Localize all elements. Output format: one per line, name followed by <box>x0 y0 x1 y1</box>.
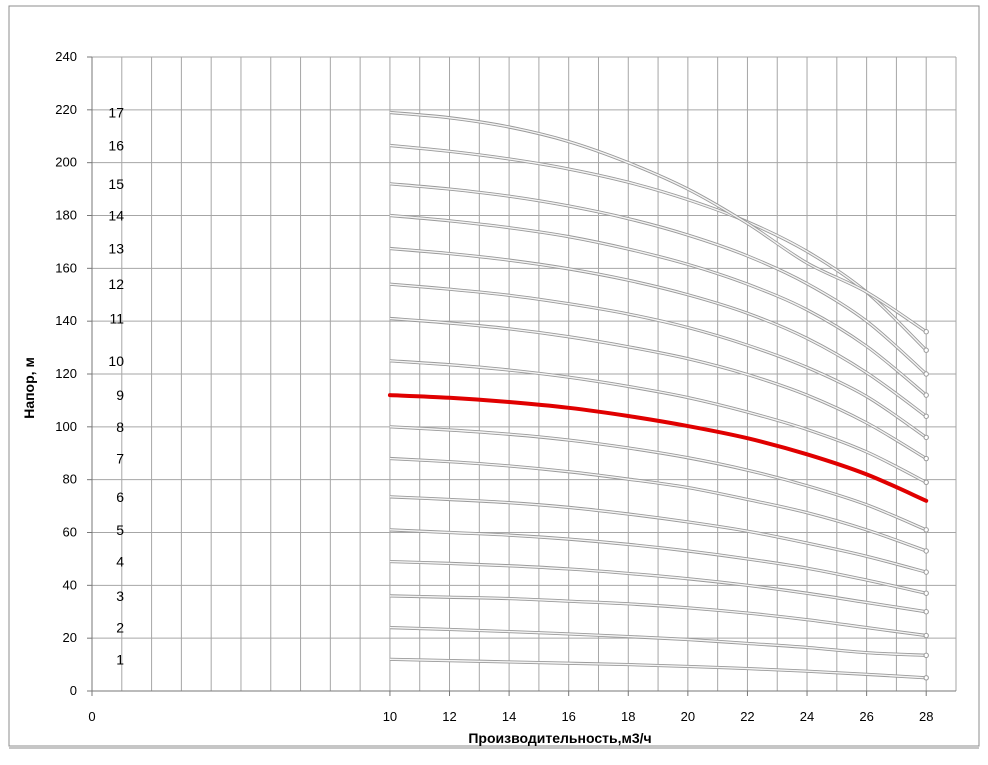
series-end-point-8 <box>923 527 929 533</box>
series-label-10: 10 <box>108 353 124 369</box>
series-label-2: 2 <box>116 620 124 636</box>
x-tick-label: 26 <box>859 709 873 724</box>
series-end-point-6 <box>923 569 929 575</box>
chart-border <box>8 5 980 747</box>
series-line-9 <box>387 393 929 503</box>
y-tick-label: 200 <box>55 155 77 170</box>
series-label-14: 14 <box>108 208 124 224</box>
y-tick-label: 60 <box>63 525 77 540</box>
series-label-4: 4 <box>116 554 124 570</box>
y-tick-label: 140 <box>55 313 77 328</box>
y-tick-label: 180 <box>55 208 77 223</box>
series-line-inner-5 <box>389 529 927 594</box>
series-line-inner-4 <box>389 560 927 613</box>
series-line-inner-12 <box>389 283 927 438</box>
series-label-9: 9 <box>116 387 124 403</box>
x-axis-label: Производительность,м3/ч <box>468 730 651 746</box>
series-end-point-3 <box>923 632 929 639</box>
series-label-13: 13 <box>108 241 124 257</box>
x-tick-label: 12 <box>442 709 456 724</box>
curves <box>387 110 929 681</box>
series-label-8: 8 <box>116 419 124 435</box>
y-tick-label: 40 <box>63 577 77 592</box>
y-tick-label: 240 <box>55 49 77 64</box>
x-tick-label: 24 <box>800 709 814 724</box>
series-label-15: 15 <box>108 176 124 192</box>
y-tick-label: 80 <box>63 472 77 487</box>
series-line-inner-14 <box>389 214 927 396</box>
y-tick-label: 20 <box>63 630 77 645</box>
series-end-point-15 <box>923 371 929 377</box>
series-end-point-14 <box>923 392 929 398</box>
series-label-11: 11 <box>109 311 124 327</box>
y-tick-label: 0 <box>70 683 77 698</box>
series-end-point-7 <box>923 548 929 554</box>
series-end-point-2 <box>923 652 929 659</box>
series-label-12: 12 <box>108 276 124 292</box>
x-tick-label: 28 <box>919 709 933 724</box>
series-line-inner-8 <box>389 426 927 531</box>
series-line-inner-3 <box>389 595 927 637</box>
series-line-inner-11 <box>389 317 927 460</box>
x-tick-label: 0 <box>88 709 95 724</box>
x-tick-label: 16 <box>561 709 575 724</box>
series-line-inner-7 <box>389 457 927 552</box>
series-label-17: 17 <box>108 104 124 120</box>
series-label-3: 3 <box>116 588 124 604</box>
x-tick-label: 20 <box>681 709 695 724</box>
series-line-inner-15 <box>389 183 927 375</box>
series-line-inner-13 <box>389 247 927 417</box>
series-line-inner-10 <box>389 360 927 483</box>
series-end-point-11 <box>923 455 929 462</box>
series-end-point-17 <box>923 329 929 335</box>
series-line-inner-16 <box>389 144 927 351</box>
series-line-inner-2 <box>389 626 927 657</box>
y-tick-label: 120 <box>55 366 77 381</box>
y-tick-label: 100 <box>55 419 77 434</box>
y-tick-label: 220 <box>55 102 77 117</box>
series-label-1: 1 <box>116 651 124 667</box>
series-label-16: 16 <box>108 137 124 153</box>
series-line-inner-17 <box>389 111 927 333</box>
series-end-point-5 <box>923 590 929 596</box>
series-label-5: 5 <box>116 522 124 538</box>
grid <box>91 56 957 692</box>
x-tick-label: 10 <box>383 709 397 724</box>
y-tick-label: 160 <box>55 260 77 275</box>
series-line-inner-6 <box>389 496 927 573</box>
series-end-point-12 <box>923 434 929 441</box>
x-tick-label: 22 <box>740 709 754 724</box>
y-axis-label: Напор, м <box>21 357 37 419</box>
series-end-point-16 <box>923 347 929 353</box>
series-line-inner-1 <box>389 658 927 679</box>
series-end-point-4 <box>923 609 929 615</box>
x-tick-label: 14 <box>502 709 516 724</box>
series-end-point-13 <box>923 413 929 419</box>
series-label-6: 6 <box>116 489 124 505</box>
series-label-7: 7 <box>116 451 124 467</box>
x-tick-label: 18 <box>621 709 635 724</box>
series-end-point-1 <box>923 675 929 681</box>
series-end-point-10 <box>923 479 929 486</box>
